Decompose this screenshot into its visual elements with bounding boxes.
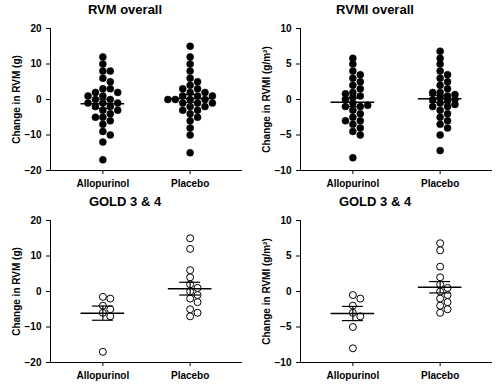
svg-text:10: 10	[30, 58, 42, 69]
svg-text:Change in RVMI (g/m²): Change in RVMI (g/m²)	[261, 46, 272, 152]
svg-text:Placebo: Placebo	[171, 370, 209, 381]
svg-text:0: 0	[286, 286, 292, 297]
svg-text:Change in RVMI (g/m²): Change in RVMI (g/m²)	[261, 238, 272, 344]
svg-text:5: 5	[286, 250, 292, 261]
svg-text:Placebo: Placebo	[421, 370, 459, 381]
svg-text:5: 5	[286, 58, 292, 69]
svg-text:0: 0	[286, 94, 292, 105]
svg-text:−10: −10	[25, 321, 42, 332]
svg-text:0: 0	[36, 94, 42, 105]
svg-text:20: 20	[30, 215, 42, 226]
svg-text:−5: −5	[280, 129, 292, 140]
svg-text:−5: −5	[280, 321, 292, 332]
html-text:RVMI overall: RVMI overall	[336, 2, 414, 17]
html-text:GOLD 3 & 4: GOLD 3 & 4	[88, 194, 162, 209]
svg-text:10: 10	[30, 250, 42, 261]
svg-text:−20: −20	[25, 165, 42, 176]
svg-text:Allopurinol: Allopurinol	[326, 370, 379, 381]
svg-text:10: 10	[280, 23, 292, 34]
svg-text:−20: −20	[25, 357, 42, 368]
svg-text:Placebo: Placebo	[171, 178, 209, 189]
svg-text:20: 20	[30, 23, 42, 34]
svg-text:10: 10	[280, 215, 292, 226]
svg-text:Allopurinol: Allopurinol	[76, 178, 129, 189]
svg-text:Allopurinol: Allopurinol	[326, 178, 379, 189]
svg-text:−10: −10	[275, 357, 292, 368]
svg-text:−10: −10	[25, 129, 42, 140]
svg-text:−10: −10	[275, 165, 292, 176]
svg-text:Placebo: Placebo	[421, 178, 459, 189]
svg-text:Change in RVM (g): Change in RVM (g)	[11, 55, 22, 144]
svg-text:Allopurinol: Allopurinol	[76, 370, 129, 381]
html-text:GOLD 3 & 4: GOLD 3 & 4	[338, 194, 412, 209]
svg-text:0: 0	[36, 286, 42, 297]
html-text:RVM overall: RVM overall	[87, 2, 163, 17]
svg-text:Change in RVM (g): Change in RVM (g)	[11, 247, 22, 336]
